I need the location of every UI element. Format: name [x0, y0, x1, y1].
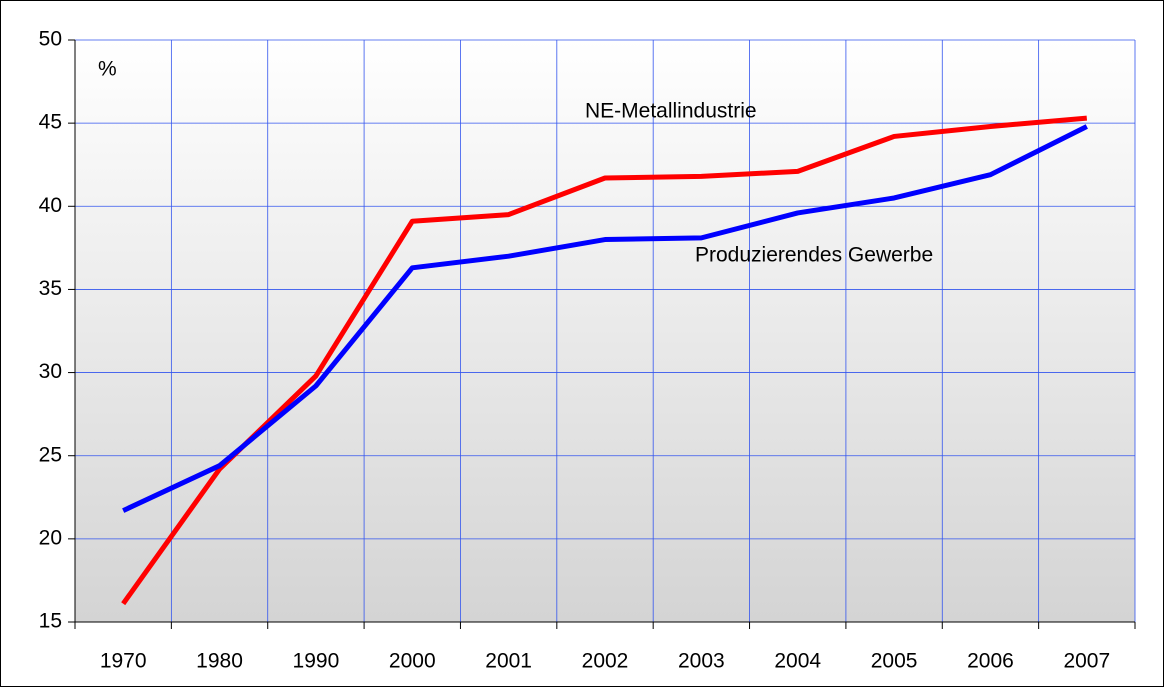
y-tick-label: 30: [39, 360, 62, 383]
y-tick-label: 15: [39, 610, 62, 633]
x-tick-label: 1980: [196, 650, 243, 673]
x-tick-label: 2002: [582, 650, 629, 673]
y-tick-label: 40: [39, 194, 62, 217]
y-tick-label: 20: [39, 526, 62, 549]
series-label: NE-Metallindustrie: [585, 100, 757, 123]
x-tick-label: 2004: [774, 650, 821, 673]
x-tick-label: 2006: [967, 650, 1014, 673]
y-tick-label: 50: [39, 28, 62, 51]
x-tick-label: 2003: [678, 650, 725, 673]
plot-area: [75, 40, 1135, 622]
series-label: Produzierendes Gewerbe: [695, 244, 933, 267]
x-tick-label: 2000: [389, 650, 436, 673]
y-tick-label: 35: [39, 277, 62, 300]
x-tick-label: 2005: [871, 650, 918, 673]
x-tick-label: 1970: [100, 650, 147, 673]
series-line: [121, 115, 1088, 606]
y-tick-label: 45: [39, 111, 62, 134]
x-tick-label: 2001: [485, 650, 532, 673]
y-axis-label: %: [98, 58, 117, 81]
series-line: [122, 124, 1088, 513]
x-tick-label: 2007: [1063, 650, 1110, 673]
y-tick-label: 25: [39, 443, 62, 466]
x-tick-label: 1990: [293, 650, 340, 673]
